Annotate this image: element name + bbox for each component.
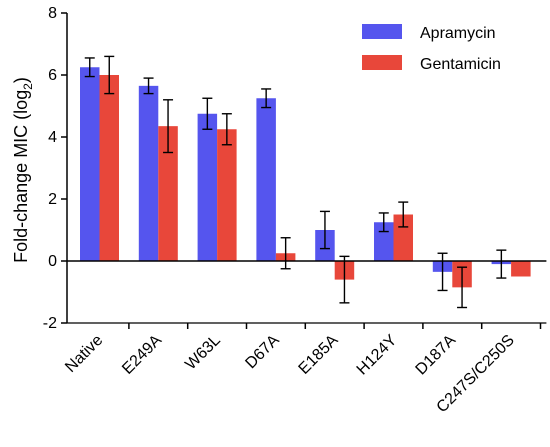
bar-apramycin-native — [80, 67, 100, 261]
legend: Apramycin Gentamicin — [362, 24, 501, 73]
x-category-label: Native — [62, 332, 106, 376]
bar-gentamicin-w63l — [217, 129, 237, 261]
bar-group — [80, 67, 531, 288]
bar-gentamicin-c247s-c250s — [511, 261, 531, 277]
error-bar-group — [84, 55, 507, 309]
x-category-label: D67A — [242, 332, 283, 373]
bar-apramycin-d67a — [256, 98, 276, 261]
bar-gentamicin-h124y — [393, 214, 413, 261]
y-axis-label: Fold-change MIC (log2) — [11, 77, 35, 263]
y-axis-label-subscript: 2 — [21, 83, 35, 90]
bar-apramycin-e249a — [138, 85, 159, 261]
x-category-label: D187A — [413, 332, 460, 379]
legend-swatch-gentamicin — [362, 55, 402, 70]
y-tick-label: 2 — [48, 191, 57, 208]
bar-gentamicin-native — [99, 75, 119, 261]
y-axis-label-main: Fold-change MIC (log — [11, 90, 31, 263]
y-axis-label-close: ) — [11, 77, 31, 83]
bar-gentamicin-e249a — [158, 126, 178, 262]
y-tick-label: 8 — [48, 5, 57, 22]
y-tick-label: 0 — [48, 253, 57, 270]
y-axis: -2 0 2 4 6 8 — [43, 5, 68, 332]
x-category-label: E249A — [119, 332, 165, 378]
legend-label-gentamicin: Gentamicin — [420, 56, 501, 73]
y-tick-label: 4 — [48, 129, 57, 146]
legend-swatch-apramycin — [362, 24, 402, 39]
y-tick-label: 6 — [48, 67, 57, 84]
y-tick-label: -2 — [43, 315, 57, 332]
bar-apramycin-w63l — [197, 113, 218, 261]
x-category-label: E185A — [296, 332, 342, 378]
legend-label-apramycin: Apramycin — [420, 25, 496, 42]
x-category-label: W63L — [182, 332, 224, 374]
x-axis: Native E249A W63L D67A E185A H124Y D187AC247S/… — [62, 260, 547, 416]
x-category-label: H124Y — [354, 332, 401, 379]
